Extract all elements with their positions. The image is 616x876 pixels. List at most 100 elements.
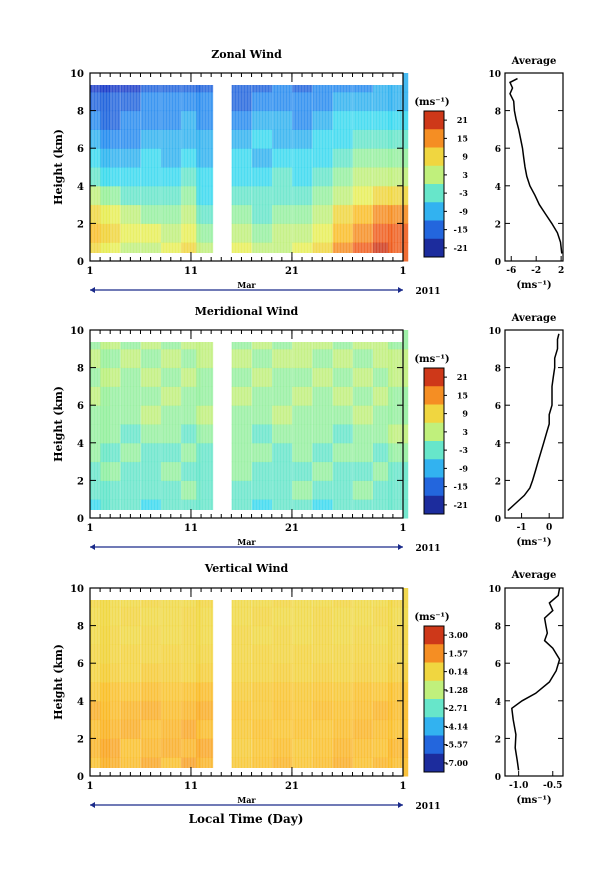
heatmap-cell <box>160 223 182 243</box>
heatmap-cell <box>251 606 272 627</box>
heatmap-cell <box>312 442 333 463</box>
heatmap-cell <box>100 625 121 645</box>
heatmap-cell <box>160 700 182 721</box>
no-data-band <box>90 253 403 261</box>
heatmap-cell <box>196 167 217 187</box>
average-profile: Average 0 2 4 6 8 10 -1.0 -0.5 (ms⁻¹) <box>488 570 564 806</box>
heatmap-cell <box>120 700 141 721</box>
heatmap-cell <box>292 405 313 425</box>
y-tick-label: 4 <box>77 182 84 193</box>
heatmap-cell <box>388 129 409 149</box>
heatmap-cell <box>312 148 333 168</box>
heatmap-cell <box>312 424 333 444</box>
colorbar-frame <box>423 110 445 258</box>
colorbar-label: -21 <box>454 243 468 253</box>
heatmap-cell <box>100 644 121 664</box>
heatmap-cell <box>332 367 353 387</box>
heatmap-cell <box>231 204 252 224</box>
heatmap-cell <box>272 204 293 224</box>
y-axis-label: Height (km) <box>52 129 65 205</box>
heatmap-cell <box>272 223 293 243</box>
heatmap-cell <box>251 625 272 645</box>
year-label: 2011 <box>415 802 440 812</box>
colorbar-swatch <box>424 699 444 718</box>
heatmap-cell <box>231 682 252 702</box>
y-tick-label: 2 <box>77 734 84 745</box>
avg-y-tick-label: 2 <box>495 735 501 745</box>
heatmap-cell <box>312 129 333 149</box>
panel-title: Zonal Wind <box>211 48 282 61</box>
heatmap-cell <box>181 719 202 739</box>
heatmap-cell <box>292 606 313 627</box>
heatmap-cell <box>272 663 293 683</box>
heatmap-cells <box>89 588 409 777</box>
heatmap-cell <box>373 91 394 112</box>
heatmap-cell <box>100 442 121 463</box>
heatmap-cell <box>140 738 161 758</box>
colorbar-swatch <box>424 147 444 167</box>
heatmap-cell <box>272 606 293 627</box>
heatmap-cell <box>120 682 141 702</box>
heatmap-cell <box>272 110 293 130</box>
heatmap-cell <box>231 148 252 168</box>
heatmap-cell <box>292 480 313 500</box>
avg-x-tick-label: -1.0 <box>509 781 528 791</box>
avg-y-tick-label: 4 <box>495 183 501 193</box>
heatmap-cell <box>196 204 217 224</box>
heatmap-cell <box>332 129 353 149</box>
y-tick-label: 6 <box>77 401 84 412</box>
heatmap-cell <box>140 129 161 149</box>
heatmap-cell <box>292 348 313 369</box>
heatmap-cell <box>388 625 409 645</box>
heatmap-cell <box>100 204 121 224</box>
heatmap-cell <box>312 719 333 739</box>
heatmap-cell <box>251 91 272 112</box>
heatmap-cell <box>352 424 373 444</box>
colorbar-swatch <box>424 626 444 645</box>
heatmap-cell <box>140 167 161 187</box>
heatmap-cell <box>388 480 409 500</box>
heatmap-cell <box>373 738 394 758</box>
heatmap-cell <box>251 348 272 369</box>
heatmap-cell <box>352 738 373 758</box>
heatmap-cell <box>251 719 272 739</box>
month-arrow-right-icon <box>398 544 403 550</box>
heatmap-cell <box>120 386 141 406</box>
colorbar-label: 3 <box>462 427 468 437</box>
heatmap-cell <box>292 442 313 463</box>
heatmap-cell <box>120 148 141 168</box>
y-tick-label: 4 <box>77 439 84 450</box>
panel-title: Meridional Wind <box>195 305 299 318</box>
plot-frame <box>89 587 404 777</box>
colorbar-swatch <box>424 202 444 221</box>
colorbar-label: 9 <box>462 152 468 162</box>
colorbar-label: -1.28 <box>445 685 468 695</box>
heatmap-cell <box>373 424 394 444</box>
heatmap-cell <box>272 386 293 406</box>
heatmap-cell <box>160 110 182 130</box>
no-data-band <box>90 73 403 85</box>
month-arrow-right-icon <box>398 802 403 808</box>
heatmap-cell <box>332 480 353 500</box>
heatmap-cell <box>120 204 141 224</box>
avg-y-tick-label: 10 <box>488 585 501 595</box>
colorbar-swatch <box>424 220 444 240</box>
heatmap-cell <box>140 91 161 112</box>
x-tick-label: 1 <box>400 266 407 277</box>
heatmap-cell <box>312 110 333 130</box>
heatmap-cell <box>352 719 373 739</box>
avg-x-label: (ms⁻¹) <box>516 795 551 806</box>
avg-y-tick-label: 2 <box>495 220 501 230</box>
colorbar-frame <box>423 367 445 515</box>
heatmap-cell <box>231 606 252 627</box>
heatmap-cell <box>373 405 394 425</box>
heatmap-cell <box>292 185 313 206</box>
heatmap-cell <box>312 663 333 683</box>
x-tick-label: 11 <box>184 523 198 534</box>
heatmap-cell <box>251 129 272 149</box>
heatmap-cell <box>100 405 121 425</box>
heatmap-cell <box>332 405 353 425</box>
month-arrow-left-icon <box>90 544 95 550</box>
heatmap-cell <box>312 606 333 627</box>
